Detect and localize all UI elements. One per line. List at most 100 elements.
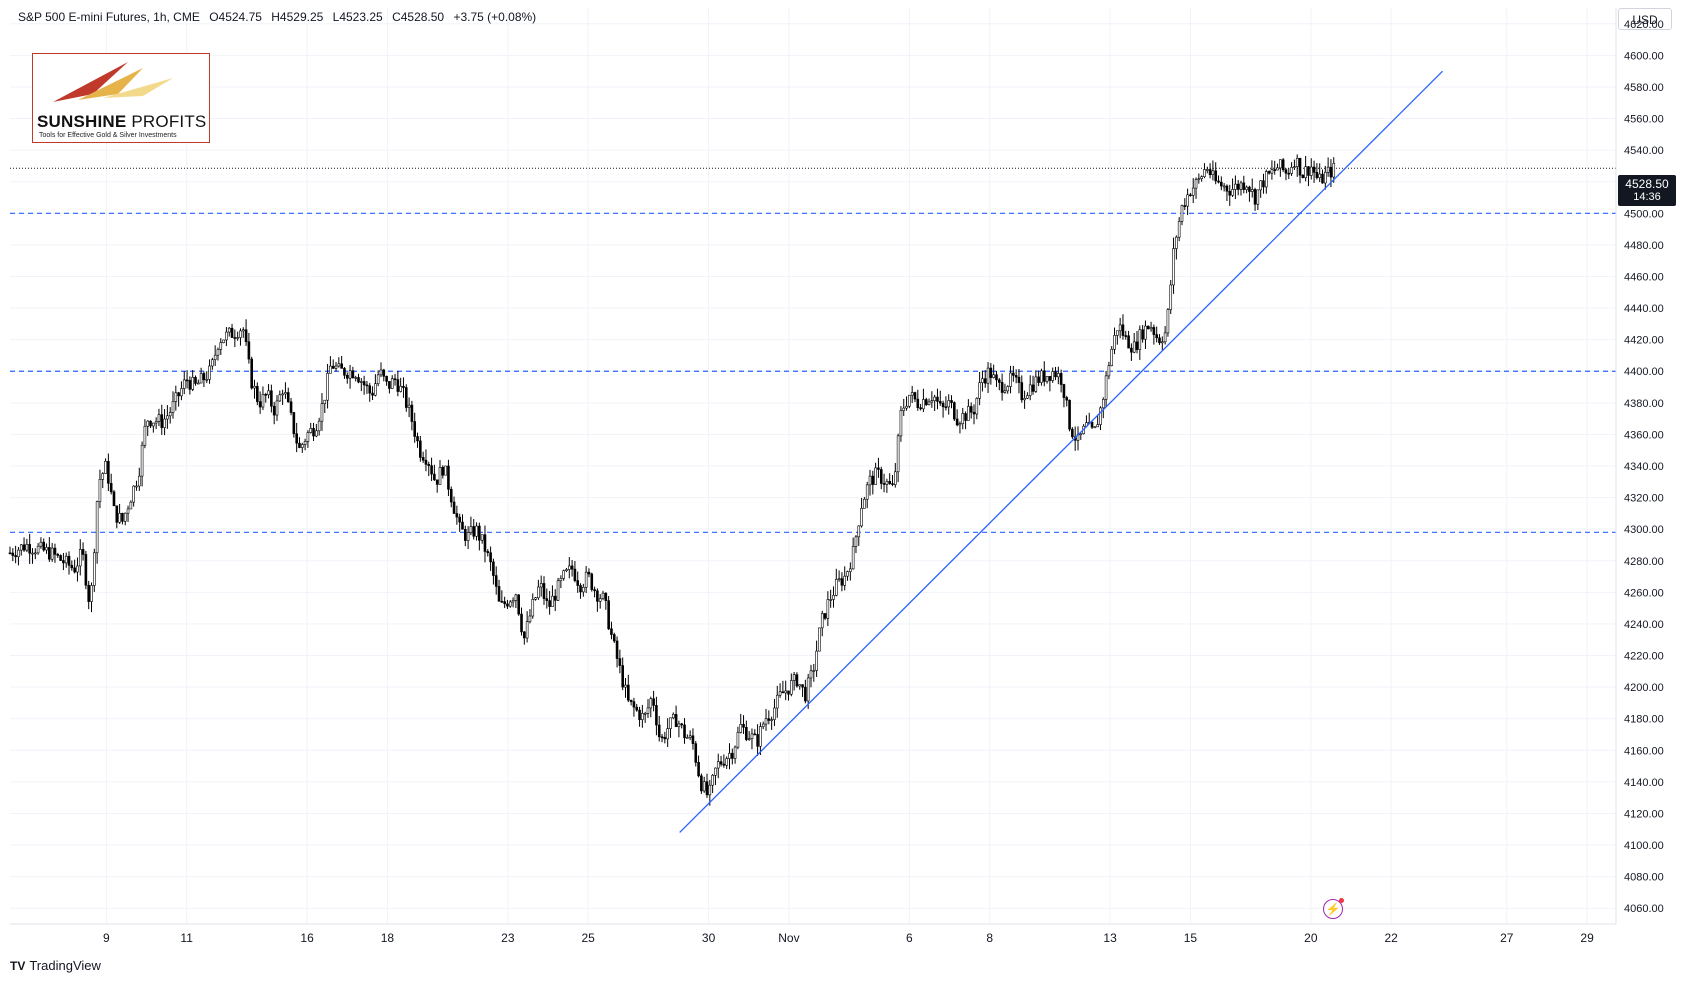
candle-body [851, 546, 855, 570]
candle-body [983, 378, 987, 384]
candle-body [157, 414, 161, 422]
candle-body [419, 440, 422, 458]
candle-body [1093, 426, 1097, 429]
candle-body [514, 594, 518, 601]
candle-body [989, 367, 993, 378]
candle-body [492, 561, 495, 576]
candle-body [112, 491, 116, 507]
candle-body [1304, 166, 1307, 179]
candle-body [806, 677, 810, 702]
candle-body [1205, 169, 1209, 171]
candle-body [160, 414, 164, 428]
candle-body [132, 485, 135, 503]
candle-body [882, 483, 886, 485]
candle-body [154, 421, 158, 424]
candle-body [694, 743, 698, 763]
candle-body [303, 441, 307, 445]
candle-body [413, 421, 417, 437]
candle-body [1295, 157, 1299, 167]
candle-body [205, 379, 209, 381]
candle-body [641, 713, 644, 720]
candle-body [407, 404, 411, 408]
candle-body [365, 384, 369, 387]
candle-body [1071, 428, 1074, 438]
candle-body [896, 435, 900, 473]
candle-body [857, 525, 861, 538]
candle-body [264, 393, 268, 396]
candle-body [48, 547, 51, 560]
candle-body [1121, 324, 1125, 336]
candle-body [1324, 171, 1327, 184]
candle-body [1028, 384, 1032, 396]
candle-body [182, 379, 186, 389]
candle-body [70, 564, 74, 569]
x-tick-label: 30 [702, 931, 716, 945]
candle-body [421, 457, 425, 461]
candle-body [775, 694, 779, 709]
bar-countdown: 14:36 [1633, 191, 1661, 203]
candle-body [385, 376, 388, 382]
candle-body [1250, 189, 1254, 192]
candle-body [877, 467, 880, 470]
candle-body [118, 512, 121, 523]
lightning-icon[interactable]: ⚡ [1323, 898, 1344, 919]
candle-body [433, 473, 436, 481]
candle-body [1228, 190, 1232, 196]
x-tick-label: 29 [1580, 931, 1594, 945]
candle-body [272, 405, 276, 416]
tradingview-logo[interactable]: TV TradingView [10, 958, 101, 973]
candle-body [1222, 185, 1226, 188]
candle-body [1262, 180, 1265, 188]
candle-body [863, 498, 866, 509]
candle-body [379, 369, 383, 376]
candle-body [1146, 325, 1150, 330]
logo-swoosh-icon [53, 62, 173, 102]
candle-body [936, 396, 939, 402]
candle-body [50, 547, 54, 560]
candle-body [289, 401, 293, 413]
candle-body [879, 469, 883, 484]
candle-body [22, 544, 26, 551]
candle-body [508, 601, 512, 607]
candle-body [1200, 176, 1203, 179]
candle-body [438, 466, 442, 485]
candle-body [1264, 171, 1268, 188]
candle-body [975, 398, 979, 415]
candle-body [489, 552, 492, 563]
candle-body [1152, 327, 1156, 335]
candle-body [45, 547, 48, 551]
candle-body [286, 392, 290, 403]
candle-body [261, 393, 265, 408]
candle-body [382, 369, 386, 377]
currency-button[interactable]: USD [1618, 8, 1672, 30]
candle-body [135, 485, 138, 488]
candle-body [31, 552, 34, 555]
candle-body [894, 471, 897, 485]
y-tick-label: 4160.00 [1624, 745, 1664, 757]
candle-body [1279, 159, 1282, 169]
candle-body [1256, 189, 1260, 205]
candle-body [149, 420, 152, 427]
candle-body [1225, 185, 1229, 192]
candle-body [1138, 329, 1142, 350]
candle-body [424, 459, 428, 465]
candle-body [902, 407, 906, 411]
candle-body [520, 613, 523, 633]
candle-body [64, 555, 68, 564]
candle-body [612, 634, 616, 642]
candle-body [570, 565, 574, 570]
symbol-name[interactable]: S&P 500 E-mini Futures, 1h, CME [18, 10, 200, 24]
candle-body [1180, 205, 1184, 222]
candle-body [1127, 335, 1130, 349]
candle-body [1253, 189, 1257, 205]
candle-body [573, 568, 577, 581]
candle-body [1062, 384, 1066, 398]
x-tick-label: 23 [501, 931, 515, 945]
candle-body [343, 368, 346, 376]
candle-body [865, 484, 869, 500]
candle-body [455, 513, 459, 518]
candle-body [652, 698, 655, 706]
candle-body [607, 600, 610, 630]
